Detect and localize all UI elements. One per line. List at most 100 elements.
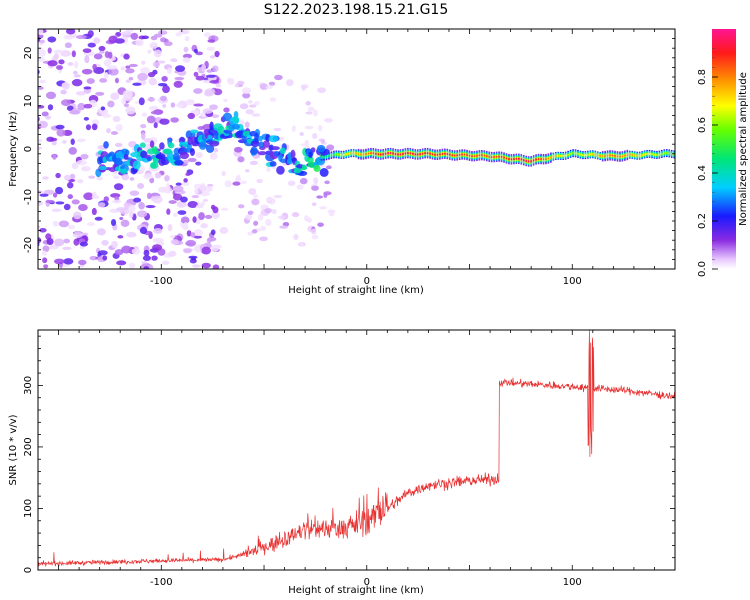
spectrogram-cell — [126, 231, 137, 238]
spectrogram-ridge-cell — [646, 153, 648, 155]
spectrogram-cell — [176, 200, 187, 208]
colorbar-label: Normalized spectral amplitude — [738, 72, 749, 226]
spectrogram-cell — [168, 200, 177, 204]
spectrogram-ridge-cell — [562, 155, 565, 157]
spectrogram-cell — [248, 104, 257, 108]
spectrogram-ridge-cell — [564, 154, 567, 157]
spectrogram-cell — [185, 100, 196, 106]
spectrogram-cell — [55, 201, 65, 205]
spectrogram-cell — [97, 250, 108, 256]
spectrogram-cell — [210, 204, 216, 210]
spectrogram-cell — [311, 185, 319, 191]
spectrogram-cell — [140, 132, 146, 140]
spectrogram-cell — [87, 30, 94, 38]
spectrogram-cell — [110, 219, 117, 227]
spectrogram-ridge-cell — [500, 155, 503, 158]
spectrogram-cell — [114, 77, 120, 84]
spectrogram-cell — [42, 245, 50, 253]
spectrogram-ridge-cell — [333, 153, 335, 156]
spectrogram-cell — [48, 244, 59, 250]
spectrogram-ridge-cell — [611, 154, 614, 157]
spectrogram-cell — [43, 189, 55, 195]
spectrogram-cell — [141, 112, 148, 117]
spectrogram-cell — [185, 239, 197, 247]
spectrogram-cell — [252, 194, 259, 198]
spectrogram-ridge-cell — [394, 153, 397, 155]
spectrogram-ridge-cell — [323, 156, 325, 159]
spectrogram-cell — [159, 118, 170, 125]
spectrogram-cell — [237, 80, 245, 86]
spectrogram-cell — [87, 222, 95, 227]
spectrogram-cell — [110, 131, 119, 135]
spectrogram-cell — [245, 214, 252, 221]
spectrogram-cell — [318, 124, 323, 132]
snr-ytick-label: 0 — [23, 567, 34, 573]
spectrogram-cell — [69, 173, 76, 180]
spectrogram-cell — [148, 105, 159, 111]
spectrogram-cell — [104, 51, 110, 58]
spectrogram-cell — [117, 235, 124, 239]
spectrogram-ridge-cell — [328, 155, 330, 157]
spectrogram-cell — [125, 79, 131, 84]
spectrogram-cell — [43, 264, 49, 269]
spectrogram-cell — [49, 137, 58, 142]
spectrogram-cell — [323, 191, 332, 196]
spectrogram-cell — [162, 104, 167, 108]
colorbar-tick-label: 0.6 — [697, 117, 708, 133]
spectrogram-ridge-cell — [651, 153, 653, 156]
spectrogram-ytick-label: -10 — [23, 189, 34, 205]
spectrogram-cell — [108, 35, 118, 44]
spectrogram-ridge-cell — [609, 154, 611, 157]
spectrogram-ridge-cell — [670, 153, 673, 155]
spectrogram-ridge-cell — [495, 155, 498, 158]
spectrogram-cell — [38, 225, 40, 229]
spectrogram-cell — [131, 248, 141, 255]
spectrogram-cell — [170, 239, 179, 245]
spectrogram-cell — [250, 140, 260, 148]
spectrogram-cell — [206, 237, 212, 244]
spectrogram-cell — [64, 174, 71, 181]
spectrogram-ridge-cell — [404, 152, 407, 155]
spectrogram-cell — [151, 146, 158, 153]
spectrogram-cell — [305, 111, 313, 115]
spectrogram-ridge-cell — [335, 153, 338, 156]
spectrogram-ridge-cell — [527, 160, 530, 163]
spectrogram-cell — [113, 175, 120, 179]
spectrogram-cell — [166, 208, 171, 215]
spectrogram-cell — [154, 172, 162, 179]
spectrogram-cell — [153, 122, 158, 129]
spectrogram-ridge-cell — [518, 157, 520, 160]
spectrogram-cell — [114, 142, 123, 148]
spectrogram-cell — [82, 48, 92, 53]
spectrogram-ridge-cell — [589, 153, 592, 156]
spectrogram-cell — [193, 103, 204, 107]
spectrogram-cell — [180, 216, 190, 224]
spectrogram-cell — [157, 248, 166, 256]
colorbar-tick-label: 0.2 — [697, 213, 708, 229]
spectrogram-cell — [39, 227, 47, 233]
snr-xlabel: Height of straight line (km) — [288, 585, 424, 596]
spectrogram-cell — [38, 79, 46, 84]
spectrogram-cell — [91, 123, 98, 131]
spectrogram-cell — [191, 256, 197, 261]
spectrogram-cell — [183, 248, 192, 254]
spectrogram-cell — [166, 182, 171, 191]
spectrogram-cell — [179, 152, 189, 160]
spectrogram-cell — [269, 160, 277, 167]
spectrogram-cell — [232, 181, 241, 186]
spectrogram-ridge-cell — [638, 154, 641, 157]
spectrogram-ridge-cell — [628, 153, 631, 156]
spectrogram-cell — [71, 162, 79, 170]
spectrogram-ridge-cell — [352, 152, 355, 154]
spectrogram-cell — [106, 128, 111, 134]
spectrogram-cell — [100, 106, 106, 111]
spectrogram-cell — [71, 199, 80, 205]
spectrogram-cell — [71, 50, 76, 58]
spectrogram-cell — [300, 143, 309, 147]
spectrogram-cell — [299, 242, 304, 247]
spectrogram-ridge-cell — [601, 155, 604, 158]
spectrogram-ridge-cell — [614, 155, 616, 157]
spectrogram-cell — [175, 32, 182, 37]
spectrogram-cell — [128, 210, 134, 219]
spectrogram-ridge-cell — [399, 153, 402, 156]
